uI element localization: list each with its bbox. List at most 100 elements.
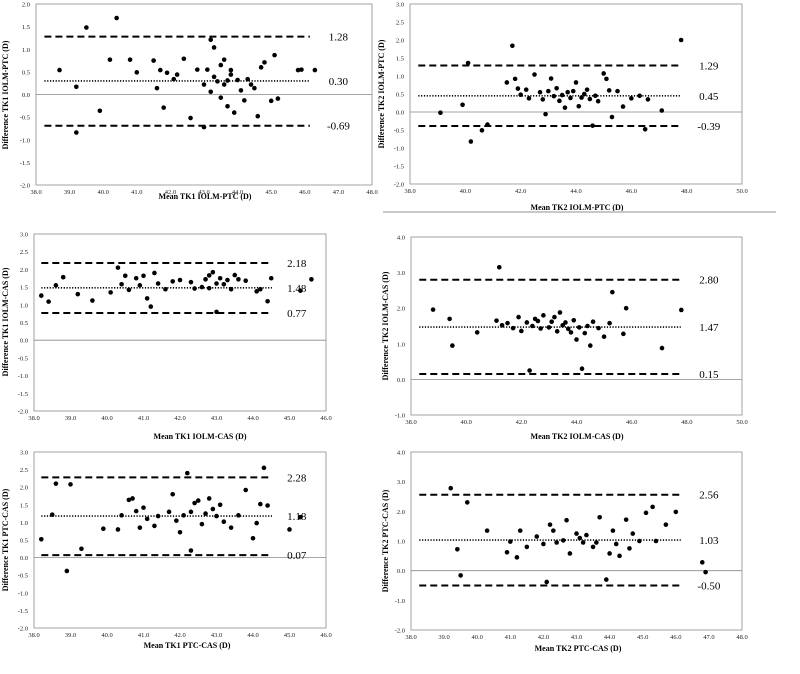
- data-point: [39, 536, 44, 542]
- data-point: [594, 540, 599, 545]
- x-tick-label: 41.0: [505, 634, 516, 641]
- data-point: [620, 104, 626, 109]
- data-point: [127, 57, 133, 62]
- data-point: [547, 522, 553, 527]
- data-point: [199, 521, 205, 527]
- data-point: [468, 139, 474, 144]
- data-point: [673, 509, 679, 515]
- data-point: [448, 485, 454, 491]
- data-point: [579, 366, 585, 372]
- data-point: [504, 80, 510, 85]
- y-tick-label: 1.5: [20, 285, 28, 292]
- data-point: [579, 95, 584, 100]
- data-point: [450, 343, 455, 348]
- y-tick-label: 0.5: [20, 320, 28, 327]
- data-point: [650, 504, 655, 510]
- upper-loa-value-label: 2.18: [287, 258, 307, 270]
- x-axis-label: Mean TK1 IOLM-PTC (D): [159, 192, 252, 201]
- data-point: [571, 318, 577, 323]
- y-tick-label: 0.5: [396, 92, 404, 99]
- y-tick-label: 1.0: [20, 302, 28, 309]
- data-point: [248, 82, 254, 87]
- data-point: [518, 92, 523, 98]
- x-tick-label: 38.0: [28, 415, 39, 422]
- data-point: [617, 553, 622, 559]
- mean-value-label: 0.30: [329, 76, 349, 88]
- data-point: [208, 37, 214, 43]
- data-point: [530, 323, 535, 329]
- data-point: [152, 270, 157, 276]
- data-point: [137, 283, 143, 288]
- data-point: [164, 70, 170, 76]
- x-tick-label: 47.0: [703, 634, 714, 641]
- data-point: [170, 491, 175, 497]
- data-point: [505, 320, 510, 326]
- data-point: [205, 67, 210, 72]
- y-tick-label: -1.5: [20, 160, 30, 167]
- data-point: [188, 279, 194, 285]
- data-point: [161, 105, 166, 110]
- y-tick-label: 2.0: [20, 267, 28, 274]
- data-point: [221, 82, 227, 87]
- data-point: [544, 579, 550, 585]
- data-point: [627, 546, 632, 551]
- x-tick-label: 45.0: [637, 634, 648, 641]
- data-point: [590, 544, 596, 550]
- chart-panel-4: -1.0 0.0 1.0 2.0 3.0 4.0 38.0 40.0 42.0 44.0 46.0 4…: [381, 235, 748, 442]
- data-point: [604, 76, 609, 82]
- mean-value-label: 0.45: [699, 91, 719, 103]
- mean-value-label: 1.48: [287, 283, 307, 295]
- data-point: [535, 318, 541, 324]
- data-point: [151, 58, 156, 63]
- data-point: [596, 325, 601, 331]
- data-point: [174, 72, 180, 77]
- data-point: [678, 37, 684, 43]
- y-tick-label: 0.5: [20, 538, 28, 545]
- y-tick-label: 3.0: [20, 232, 28, 239]
- y-tick-label: -1.5: [18, 391, 28, 398]
- data-point: [585, 323, 590, 329]
- data-point: [630, 531, 636, 536]
- data-point: [155, 513, 161, 519]
- y-tick-label: 4.0: [397, 235, 405, 242]
- data-point: [590, 123, 595, 128]
- data-point: [517, 528, 523, 533]
- upper-loa-value-label: 1.29: [699, 61, 719, 73]
- lower-loa-value-label: 0.77: [287, 308, 307, 320]
- data-point: [68, 482, 73, 487]
- mean-value-label: 1.03: [699, 535, 719, 547]
- data-point: [215, 79, 220, 84]
- mean-value-label: 1.18: [287, 511, 307, 523]
- data-point: [188, 509, 194, 515]
- data-point: [560, 322, 566, 328]
- data-point: [510, 43, 515, 49]
- data-point: [141, 505, 146, 510]
- y-tick-label: -0.5: [20, 115, 30, 122]
- y-tick-label: 1.0: [396, 74, 404, 81]
- data-point: [465, 60, 471, 66]
- chart-panel-5: -2.0 -1.5 -1.0 -0.5 0.0 0.5 1.0 1.5 2.0 2.5 3.0 38.…: [1, 450, 332, 651]
- y-tick-label: -0.5: [394, 128, 404, 135]
- y-tick-label: 3.0: [397, 479, 405, 486]
- data-point: [221, 281, 227, 287]
- data-point: [574, 337, 579, 342]
- y-tick-label: 0.0: [397, 377, 405, 384]
- y-tick-label: -2.0: [18, 409, 28, 416]
- data-point: [494, 318, 499, 323]
- data-point: [563, 320, 568, 325]
- data-point: [532, 72, 537, 77]
- data-point: [181, 513, 186, 518]
- data-point: [245, 76, 250, 82]
- y-tick-label: 0.0: [396, 110, 404, 117]
- data-point: [258, 286, 263, 292]
- data-point: [107, 57, 113, 62]
- chart-panel-6: -2.0 -1.0 0.0 1.0 2.0 3.0 4.0 38.0 39.0 40.0 41.0 4…: [381, 450, 748, 654]
- y-tick-label: 0.5: [22, 69, 30, 76]
- x-tick-label: 39.0: [65, 632, 76, 639]
- data-point: [546, 88, 551, 94]
- data-point: [534, 534, 540, 539]
- data-point: [519, 328, 524, 334]
- data-point: [580, 540, 586, 545]
- y-tick-label: 3.0: [397, 270, 405, 277]
- data-point: [258, 65, 264, 70]
